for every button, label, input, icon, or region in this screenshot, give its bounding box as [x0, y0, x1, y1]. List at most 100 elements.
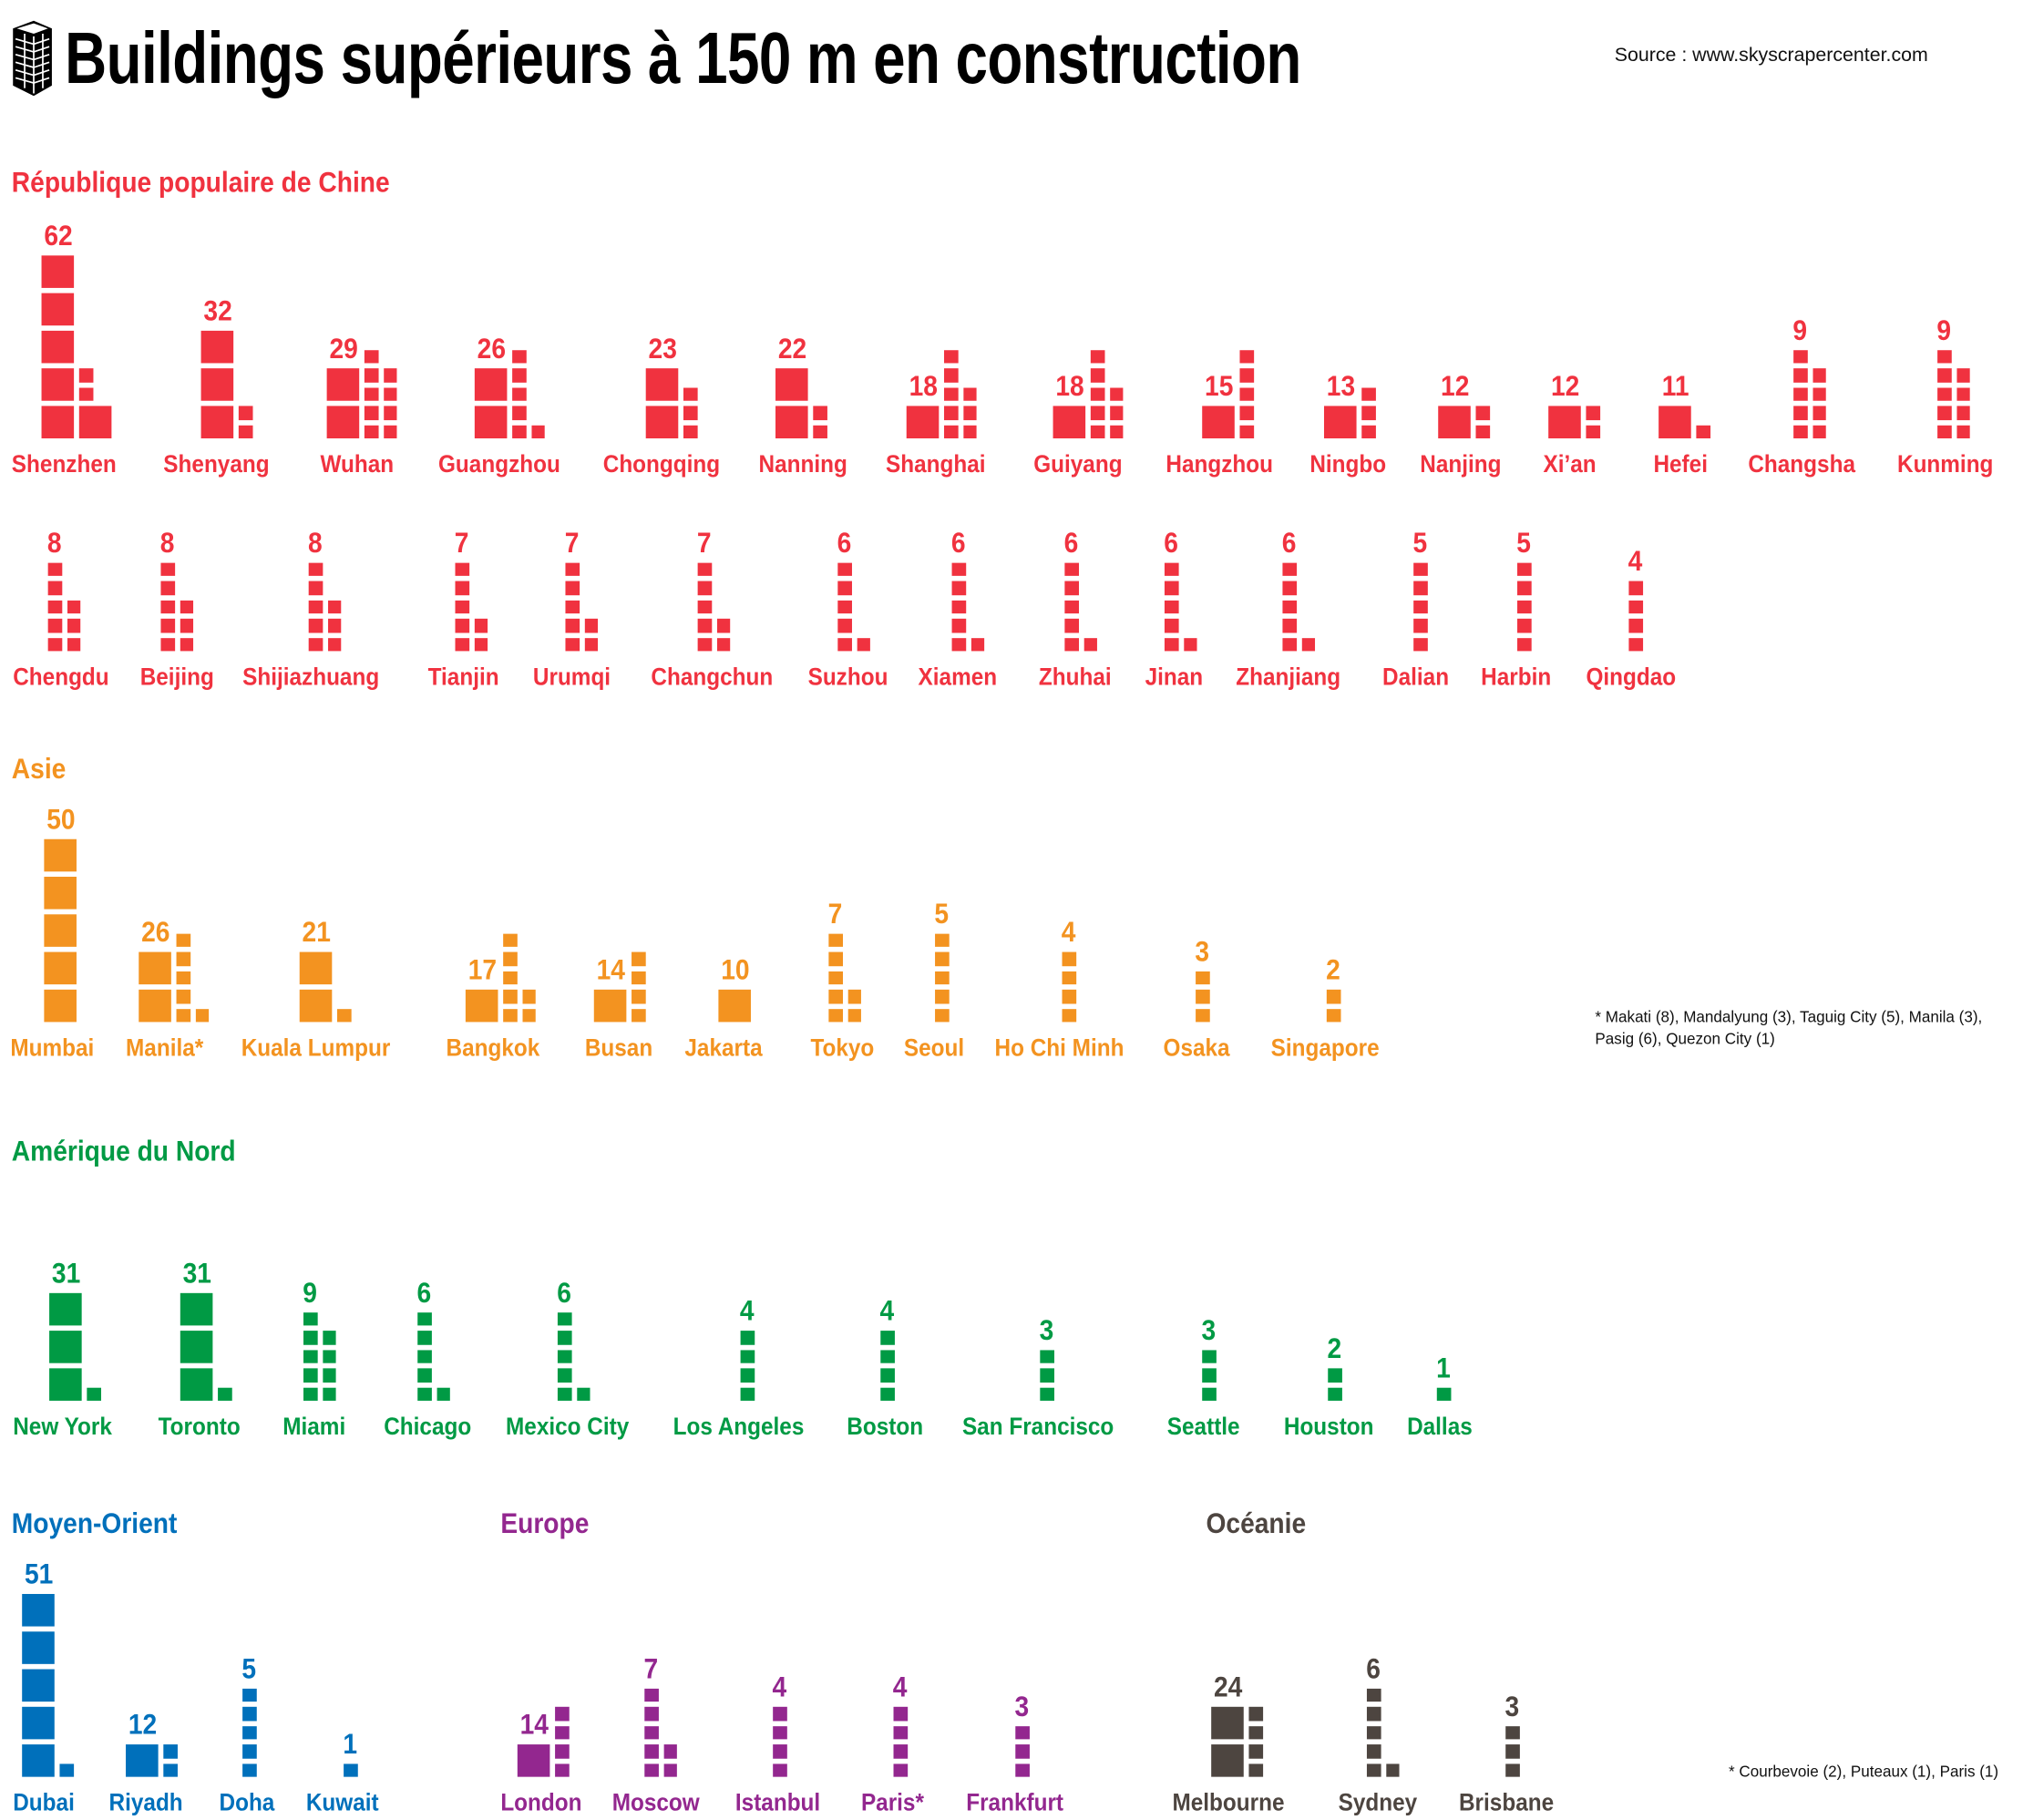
small-square-1-building [364, 425, 378, 439]
city-label: Doha [219, 1789, 275, 1817]
small-square-1-building [337, 1008, 351, 1023]
city-label: Ho Chi Minh [994, 1034, 1124, 1063]
big-square-10-buildings [326, 406, 360, 439]
small-square-1-building [1015, 1725, 1030, 1740]
small-square-1-building [1301, 637, 1316, 652]
small-square-1-building [683, 425, 697, 439]
section-title: Amérique du Nord [11, 1135, 236, 1167]
small-square-1-building [455, 600, 469, 614]
big-square-10-buildings [22, 1706, 55, 1740]
small-square-1-building [67, 618, 81, 632]
small-square-1-building [1793, 386, 1808, 401]
small-square-1-building [1586, 406, 1600, 420]
small-square-1-building [383, 406, 397, 420]
small-square-1-building [880, 1349, 895, 1363]
city-label: Harbin [1481, 663, 1552, 692]
small-square-1-building [662, 1744, 677, 1759]
small-square-1-building [557, 1387, 571, 1401]
value-label: 2 [1327, 1332, 1342, 1365]
small-square-1-building [303, 1368, 317, 1383]
small-square-1-building [327, 618, 342, 632]
small-square-1-building [837, 581, 852, 595]
big-square-10-buildings [180, 1292, 213, 1326]
small-square-1-building [740, 1387, 755, 1401]
city-label: Miami [282, 1414, 346, 1442]
small-square-1-building [383, 368, 397, 383]
big-square-10-buildings [22, 1744, 55, 1777]
small-square-1-building [935, 932, 949, 947]
big-square-10-buildings [718, 989, 751, 1023]
small-square-1-building [1475, 425, 1490, 439]
small-square-1-building [565, 637, 580, 652]
page-title: Buildings supérieurs à 150 m en construc… [65, 16, 1301, 99]
value-label: 3 [1039, 1312, 1054, 1346]
small-square-1-building [1164, 600, 1178, 614]
value-label: 6 [1282, 526, 1297, 559]
city-label: Singapore [1270, 1034, 1380, 1063]
big-square-10-buildings [44, 989, 77, 1023]
small-square-1-building [584, 618, 599, 632]
small-square-1-building [1505, 1763, 1520, 1777]
small-square-1-building [1062, 989, 1076, 1003]
value-label: 5 [1412, 526, 1428, 559]
small-square-1-building [180, 618, 194, 632]
value-label: 22 [777, 332, 806, 365]
small-square-1-building [935, 951, 949, 966]
small-square-1-building [1812, 406, 1826, 420]
small-square-1-building [47, 637, 62, 652]
small-square-1-building [180, 637, 194, 652]
small-square-1-building [308, 600, 323, 614]
small-square-1-building [813, 425, 827, 439]
small-square-1-building [1248, 1725, 1263, 1740]
small-square-1-building [576, 1387, 590, 1401]
big-square-10-buildings [139, 951, 171, 985]
big-square-10-buildings [906, 406, 940, 439]
big-square-10-buildings [78, 406, 112, 439]
small-square-1-building [512, 349, 527, 364]
small-square-1-building [893, 1725, 908, 1740]
big-square-10-buildings [22, 1669, 55, 1702]
small-square-1-building [1328, 1387, 1342, 1401]
value-label: 50 [46, 802, 75, 836]
small-square-1-building [364, 368, 378, 383]
big-square-10-buildings [44, 838, 77, 872]
small-square-1-building [1282, 637, 1297, 652]
small-square-1-building [1196, 1008, 1210, 1023]
small-square-1-building [773, 1725, 787, 1740]
city-label: Shijiazhuang [242, 663, 380, 692]
small-square-1-building [455, 637, 469, 652]
city-label: San Francisco [961, 1414, 1114, 1442]
big-square-10-buildings [49, 1331, 82, 1363]
small-square-1-building [512, 386, 527, 401]
small-square-1-building [1937, 349, 1952, 364]
small-square-1-building [935, 989, 949, 1003]
small-square-1-building [632, 971, 645, 985]
big-square-10-buildings [44, 877, 77, 910]
small-square-1-building [555, 1744, 570, 1759]
value-label: 51 [24, 1558, 53, 1590]
small-square-1-building [163, 1763, 178, 1777]
small-square-1-building [503, 971, 518, 985]
small-square-1-building [242, 1706, 257, 1721]
big-square-10-buildings [180, 1368, 213, 1401]
city-label: Bangkok [446, 1034, 540, 1063]
small-square-1-building [474, 618, 488, 632]
value-label: 24 [1213, 1670, 1242, 1703]
small-square-1-building [951, 600, 966, 614]
city-label: Shenzhen [11, 451, 117, 479]
small-square-1-building [1937, 386, 1952, 401]
small-square-1-building [1109, 386, 1124, 401]
small-square-1-building [512, 368, 527, 383]
small-square-1-building [87, 1387, 101, 1401]
city-label: Urumqi [532, 663, 611, 692]
small-square-1-building [1062, 971, 1076, 985]
value-label: 3 [1504, 1689, 1520, 1722]
big-square-10-buildings [139, 989, 171, 1023]
city-label: Suzhou [807, 663, 888, 692]
small-square-1-building [565, 618, 580, 632]
value-label: 62 [43, 219, 73, 252]
small-square-1-building [773, 1763, 787, 1777]
small-square-1-building [238, 406, 252, 420]
big-square-10-buildings [200, 368, 234, 401]
value-label: 6 [837, 526, 852, 559]
